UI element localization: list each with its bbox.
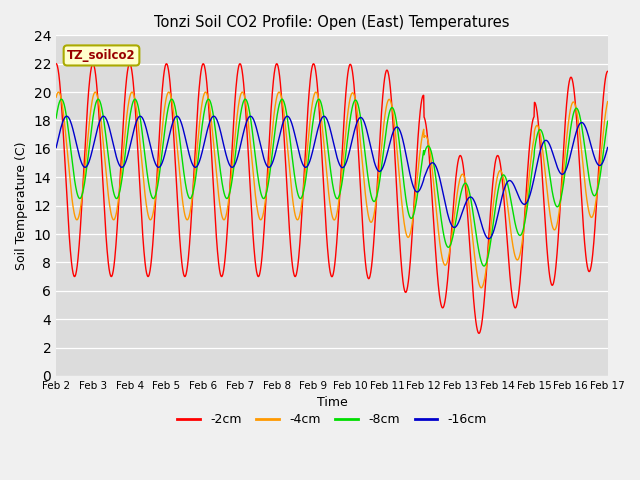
X-axis label: Time: Time bbox=[317, 396, 348, 409]
Text: TZ_soilco2: TZ_soilco2 bbox=[67, 49, 136, 62]
Title: Tonzi Soil CO2 Profile: Open (East) Temperatures: Tonzi Soil CO2 Profile: Open (East) Temp… bbox=[154, 15, 509, 30]
Legend: -2cm, -4cm, -8cm, -16cm: -2cm, -4cm, -8cm, -16cm bbox=[172, 408, 492, 431]
Y-axis label: Soil Temperature (C): Soil Temperature (C) bbox=[15, 142, 28, 270]
